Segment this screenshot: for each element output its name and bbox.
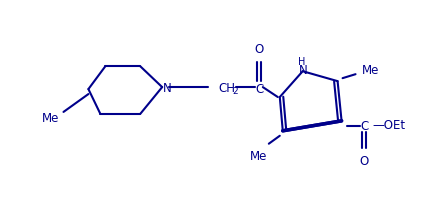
Text: C: C	[360, 120, 368, 133]
Text: N: N	[162, 81, 171, 94]
Text: O: O	[358, 154, 367, 167]
Text: CH: CH	[218, 81, 234, 94]
Text: O: O	[253, 43, 263, 55]
Text: C: C	[255, 82, 263, 95]
Text: H: H	[297, 57, 305, 67]
Text: N: N	[299, 63, 308, 76]
Text: Me: Me	[42, 112, 59, 125]
Text: Me: Me	[250, 149, 267, 162]
Text: 2: 2	[231, 86, 237, 95]
Text: —OEt: —OEt	[371, 119, 405, 132]
Text: Me: Me	[361, 63, 378, 76]
